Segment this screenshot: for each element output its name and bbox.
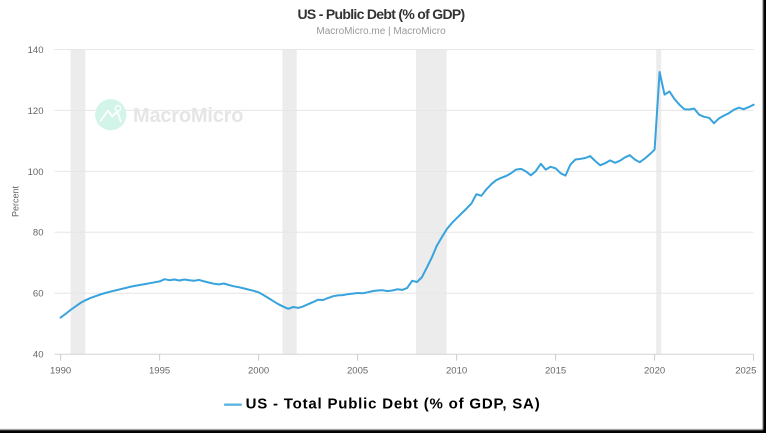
svg-text:MacroMicro.me | MacroMicro: MacroMicro.me | MacroMicro (316, 26, 446, 37)
svg-text:US - Public Debt (% of GDP): US - Public Debt (% of GDP) (298, 6, 465, 22)
svg-text:1990: 1990 (50, 366, 71, 377)
svg-text:Percent: Percent (11, 185, 21, 217)
svg-text:2015: 2015 (545, 366, 566, 377)
svg-text:MacroMicro: MacroMicro (133, 105, 243, 127)
svg-text:120: 120 (28, 106, 44, 117)
svg-text:2000: 2000 (248, 366, 269, 377)
svg-text:2010: 2010 (446, 366, 467, 377)
svg-text:US - Total Public Debt (% of G: US - Total Public Debt (% of GDP, SA) (246, 395, 541, 412)
svg-text:100: 100 (28, 167, 44, 178)
svg-text:140: 140 (28, 45, 44, 56)
svg-text:40: 40 (33, 350, 44, 361)
svg-text:1995: 1995 (149, 366, 170, 377)
svg-text:2005: 2005 (347, 366, 368, 377)
svg-text:60: 60 (33, 289, 44, 300)
svg-text:2020: 2020 (644, 366, 665, 377)
svg-text:2025: 2025 (735, 366, 756, 377)
svg-text:80: 80 (33, 228, 44, 239)
